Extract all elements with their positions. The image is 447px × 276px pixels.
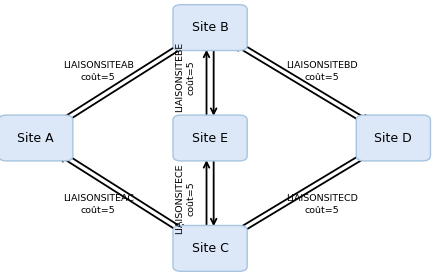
Text: Site A: Site A: [17, 131, 54, 145]
FancyBboxPatch shape: [173, 5, 247, 51]
Text: LIAISONSITEAB
coût=5: LIAISONSITEAB coût=5: [63, 61, 134, 82]
Text: Site B: Site B: [192, 21, 228, 34]
Text: Site C: Site C: [192, 242, 228, 255]
Text: Site E: Site E: [192, 131, 228, 145]
FancyBboxPatch shape: [173, 115, 247, 161]
Text: LIAISONSITEBE
coût=5: LIAISONSITEBE coût=5: [175, 42, 196, 112]
Text: LIAISONSITEAC
coût=5: LIAISONSITEAC coût=5: [63, 194, 134, 215]
Text: LIAISONSITEBD
coût=5: LIAISONSITEBD coût=5: [286, 61, 358, 82]
FancyBboxPatch shape: [173, 225, 247, 271]
FancyBboxPatch shape: [356, 115, 430, 161]
Text: LIAISONSITECE
coût=5: LIAISONSITECE coût=5: [175, 163, 196, 234]
FancyBboxPatch shape: [0, 115, 73, 161]
Text: LIAISONSITECD
coût=5: LIAISONSITECD coût=5: [286, 194, 358, 215]
Text: Site D: Site D: [375, 131, 412, 145]
